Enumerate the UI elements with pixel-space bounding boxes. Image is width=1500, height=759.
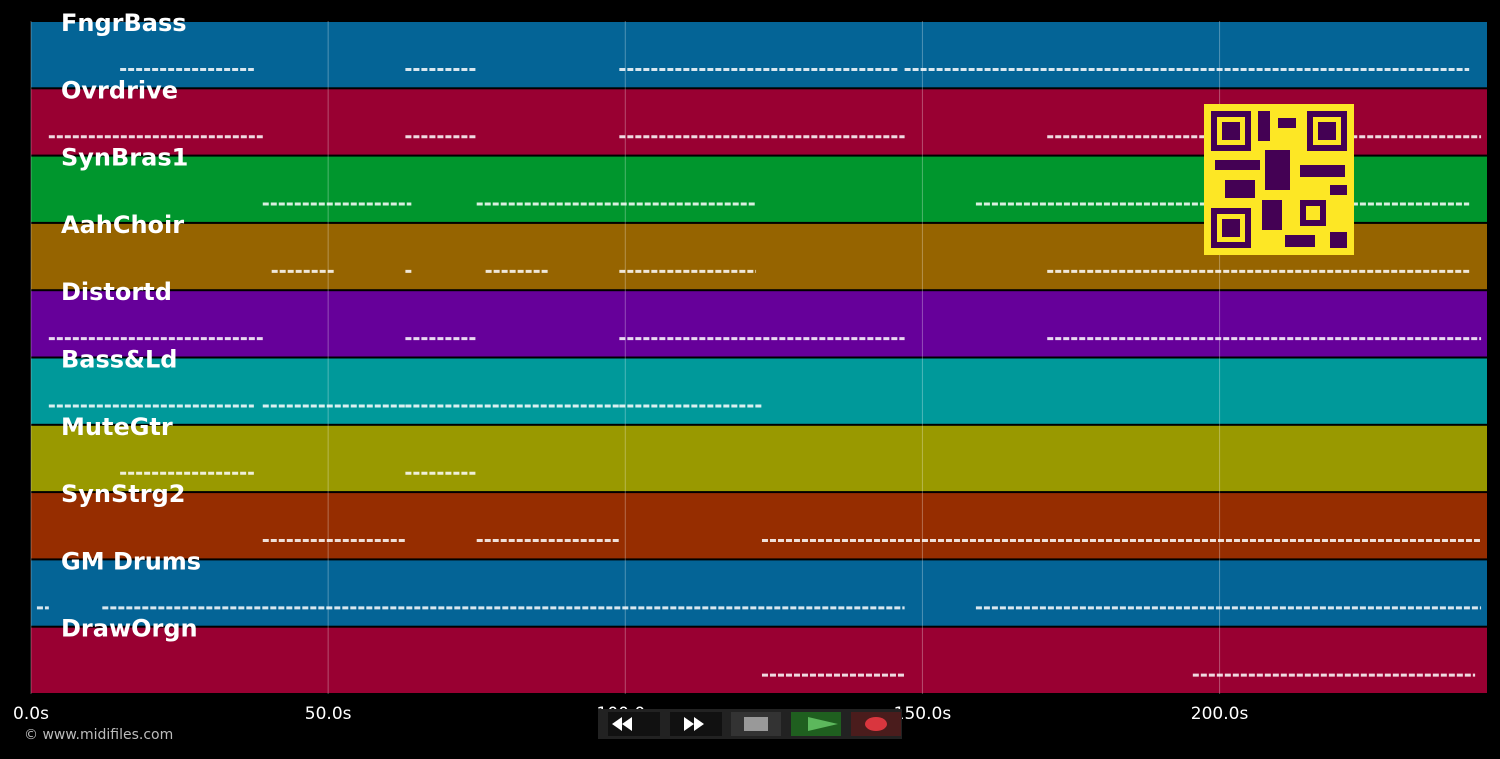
track-name: Ovrdrive xyxy=(61,76,178,104)
track-band xyxy=(31,358,1487,424)
record-button[interactable] xyxy=(851,712,901,736)
rewind-button[interactable] xyxy=(608,712,660,736)
track-name: FngrBass xyxy=(61,9,187,37)
track-band xyxy=(31,560,1487,626)
track-name: AahChoir xyxy=(61,211,184,239)
track-name: Distortd xyxy=(61,278,172,306)
track-name: GM Drums xyxy=(61,547,201,575)
play-button[interactable] xyxy=(791,712,841,736)
forward-button[interactable] xyxy=(670,712,722,736)
track-band xyxy=(31,493,1487,559)
track-name: SynBras1 xyxy=(61,144,188,172)
track-name: MuteGtr xyxy=(61,413,173,441)
copyright: © www.midifiles.com xyxy=(24,727,173,743)
track-band xyxy=(31,22,1487,88)
x-tick-label: 0.0s xyxy=(13,704,49,724)
x-tick-label: 150.0s xyxy=(894,704,952,724)
track-name: DrawOrgn xyxy=(61,615,198,643)
track-band xyxy=(31,627,1487,693)
qr-code xyxy=(1204,104,1354,255)
track-name: Bass&Ld xyxy=(61,346,177,374)
x-tick-label: 200.0s xyxy=(1191,704,1249,724)
x-tick-label: 50.0s xyxy=(305,704,352,724)
stop-button[interactable] xyxy=(731,712,781,736)
track-name: SynStrg2 xyxy=(61,480,186,508)
transport-controls xyxy=(598,709,902,739)
track-band xyxy=(31,291,1487,357)
track-band xyxy=(31,425,1487,492)
